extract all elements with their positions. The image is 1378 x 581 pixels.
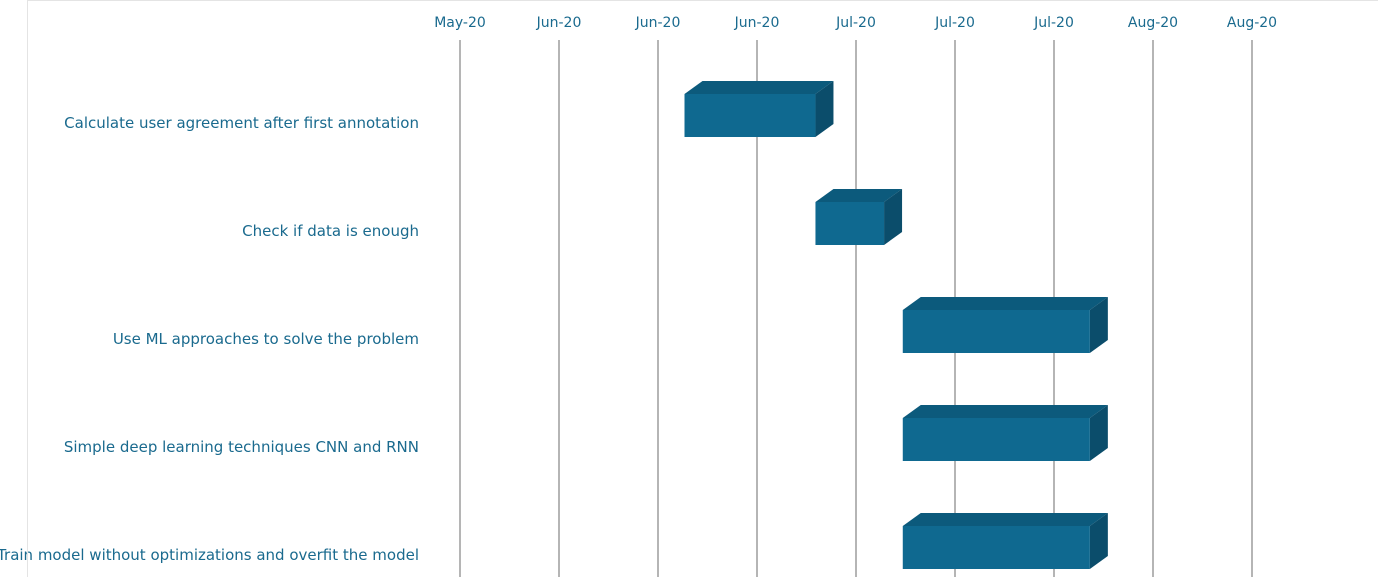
task-bar: [684, 94, 816, 137]
task-bar-top: [902, 513, 1108, 526]
task-bar: [902, 526, 1090, 569]
task-bar: [902, 418, 1090, 461]
x-tick-label: Jun-20: [536, 15, 582, 31]
task-label: Simple deep learning techniques CNN and …: [64, 438, 419, 456]
x-tick-label: May-20: [434, 15, 486, 31]
chart-left-border: [27, 0, 28, 577]
task-bar: [815, 202, 885, 245]
task-bar: [902, 310, 1090, 353]
x-tick-label: Jun-20: [734, 15, 780, 31]
task-bar-side: [884, 189, 903, 245]
task-bar-top: [902, 405, 1108, 418]
chart-top-border: [27, 0, 1378, 1]
x-tick-label: Jul-20: [934, 15, 975, 31]
task-bar-side: [1089, 513, 1108, 569]
task-bar-side: [815, 81, 834, 137]
task-label: Check if data is enough: [242, 222, 419, 240]
task-bar-top: [684, 81, 834, 94]
task-label: Train model without optimizations and ov…: [0, 546, 419, 564]
x-tick-label: Aug-20: [1227, 15, 1277, 31]
task-bar-top: [902, 297, 1108, 310]
task-bar-top: [815, 189, 903, 202]
task-bar-side: [1089, 297, 1108, 353]
task-bar-side: [1089, 405, 1108, 461]
x-tick-label: Aug-20: [1128, 15, 1178, 31]
x-tick-label: Jun-20: [635, 15, 681, 31]
x-tick-label: Jul-20: [835, 15, 876, 31]
x-tick-label: Jul-20: [1033, 15, 1074, 31]
task-label: Calculate user agreement after first ann…: [64, 114, 419, 132]
task-label: Use ML approaches to solve the problem: [113, 330, 419, 348]
